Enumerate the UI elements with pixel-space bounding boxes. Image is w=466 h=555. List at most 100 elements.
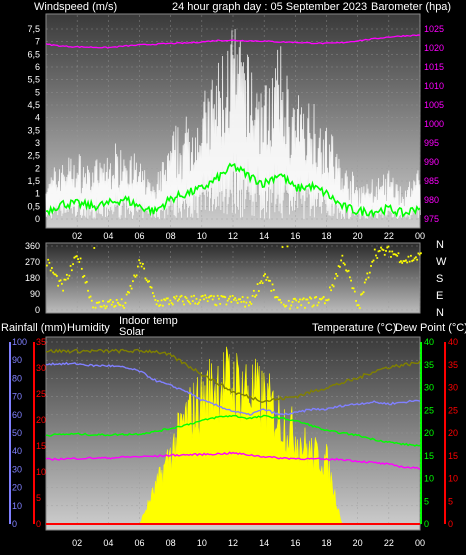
wind-direction-point — [93, 247, 96, 249]
wind-direction-point — [195, 297, 198, 300]
wind-direction-point — [48, 261, 51, 264]
wind-direction-point — [130, 287, 133, 290]
wind-direction-point — [59, 279, 62, 282]
wind-direction-point — [280, 301, 283, 304]
wind-direction-point — [228, 297, 230, 300]
wind-x-tick-label: 10 — [197, 231, 207, 241]
wind-direction-point — [69, 265, 72, 267]
wind-direction-point — [82, 276, 84, 278]
dew-point-tick-label: 20 — [448, 428, 458, 438]
wind-direction-point — [90, 299, 93, 302]
windspeed-tick-label: 4 — [35, 113, 40, 123]
wind-direction-point — [119, 304, 122, 307]
wind-direction-point — [229, 295, 232, 298]
dew-point-tick-label: 30 — [448, 383, 458, 393]
temperature-x-tick-label: 18 — [321, 538, 331, 548]
wind-direction-point — [281, 246, 284, 248]
temperature-tick-label: 25 — [424, 405, 434, 415]
wind-direction-point — [365, 278, 367, 281]
wind-direction-point — [73, 256, 76, 259]
wind-direction-point — [213, 295, 215, 298]
wind-direction-point — [395, 253, 397, 256]
wind-direction-point — [411, 260, 414, 262]
wind-direction-point — [199, 299, 202, 301]
wind-direction-point — [270, 289, 273, 292]
wind-direction-point — [79, 257, 82, 260]
wind-direction-point — [235, 299, 238, 302]
windspeed-tick-label: 3 — [35, 138, 40, 148]
windspeed-tick-label: 5 — [35, 87, 40, 97]
wind-direction-point — [340, 259, 343, 262]
wind-direction-point — [377, 250, 380, 253]
wind-direction-point — [366, 272, 369, 275]
temperature-tick-label: 15 — [424, 451, 434, 461]
temperature-x-tick-label: 14 — [259, 538, 269, 548]
wind-direction-point — [320, 298, 323, 301]
wind-direction-point — [326, 299, 329, 302]
wind-x-tick-label: 16 — [290, 231, 300, 241]
wind-direction-point — [249, 301, 252, 304]
wind-direction-point — [144, 277, 147, 280]
wind-direction-point — [277, 298, 280, 301]
dew-point-label: Dew Point (°C) — [395, 322, 466, 334]
wind-direction-point — [123, 306, 126, 309]
wind-direction-point — [103, 304, 106, 307]
wind-direction-point — [139, 262, 142, 265]
barometer-series-line — [45, 34, 421, 49]
dew-point-tick-label: 0 — [448, 519, 453, 529]
wind-direction-point — [260, 280, 263, 283]
humidity-tick-label: 20 — [12, 483, 22, 493]
wind-direction-point — [115, 299, 118, 301]
wind-direction-point — [110, 303, 113, 306]
wind-direction-point — [410, 254, 412, 257]
wind-direction-point — [97, 301, 99, 304]
wind-direction-point — [214, 303, 217, 306]
dew-point-tick-label: 40 — [448, 337, 458, 347]
wind-direction-point — [401, 262, 404, 264]
temperature-label: Temperature (°C) — [312, 322, 396, 334]
temperature-tick-label: 10 — [424, 474, 434, 484]
wind-direction-point — [216, 294, 219, 297]
direction-tick-label: 90 — [30, 289, 40, 299]
wind-direction-point — [173, 296, 175, 299]
barometer-tick-label: 1025 — [424, 24, 444, 34]
barometer-tick-label: 1010 — [424, 81, 444, 91]
wind-direction-point — [331, 284, 334, 286]
wind-direction-point — [224, 296, 227, 299]
wind-direction-point — [231, 295, 234, 297]
wind-direction-point — [418, 253, 421, 256]
wind-direction-point — [398, 261, 401, 264]
windspeed-tick-label: 3,5 — [27, 125, 40, 135]
wind-direction-point — [132, 280, 134, 283]
wind-direction-point — [102, 300, 104, 302]
wind-direction-point — [256, 283, 259, 286]
wind-direction-point — [114, 304, 117, 307]
wind-direction-point — [168, 303, 170, 306]
wind-direction-point — [347, 269, 350, 272]
wind-direction-point — [188, 301, 190, 303]
rainfall-tick-label: 25 — [36, 389, 46, 399]
wind-direction-point — [159, 304, 162, 306]
windspeed-tick-label: 7,5 — [27, 24, 40, 34]
wind-direction-point — [376, 257, 379, 259]
wind-direction-point — [287, 299, 290, 302]
wind-direction-point — [338, 266, 341, 268]
wind-direction-point — [406, 261, 409, 264]
wind-direction-point — [380, 246, 382, 249]
wind-direction-point — [247, 304, 250, 307]
wind-direction-point — [413, 257, 416, 260]
wind-direction-point — [154, 299, 157, 301]
wind-direction-point — [254, 295, 256, 298]
temperature-x-tick-label: 22 — [384, 538, 394, 548]
wind-direction-point — [342, 262, 345, 265]
wind-direction-point — [87, 289, 89, 292]
direction-tick-label: 0 — [35, 305, 40, 315]
wind-direction-point — [84, 281, 87, 284]
graph-title: 24 hour graph day : 05 September 2023 — [172, 1, 367, 13]
wind-direction-point — [312, 304, 315, 307]
rainfall-tick-label: 10 — [36, 467, 46, 477]
wind-direction-point — [322, 296, 325, 298]
wind-direction-point — [246, 296, 249, 299]
wind-direction-point — [151, 292, 154, 294]
